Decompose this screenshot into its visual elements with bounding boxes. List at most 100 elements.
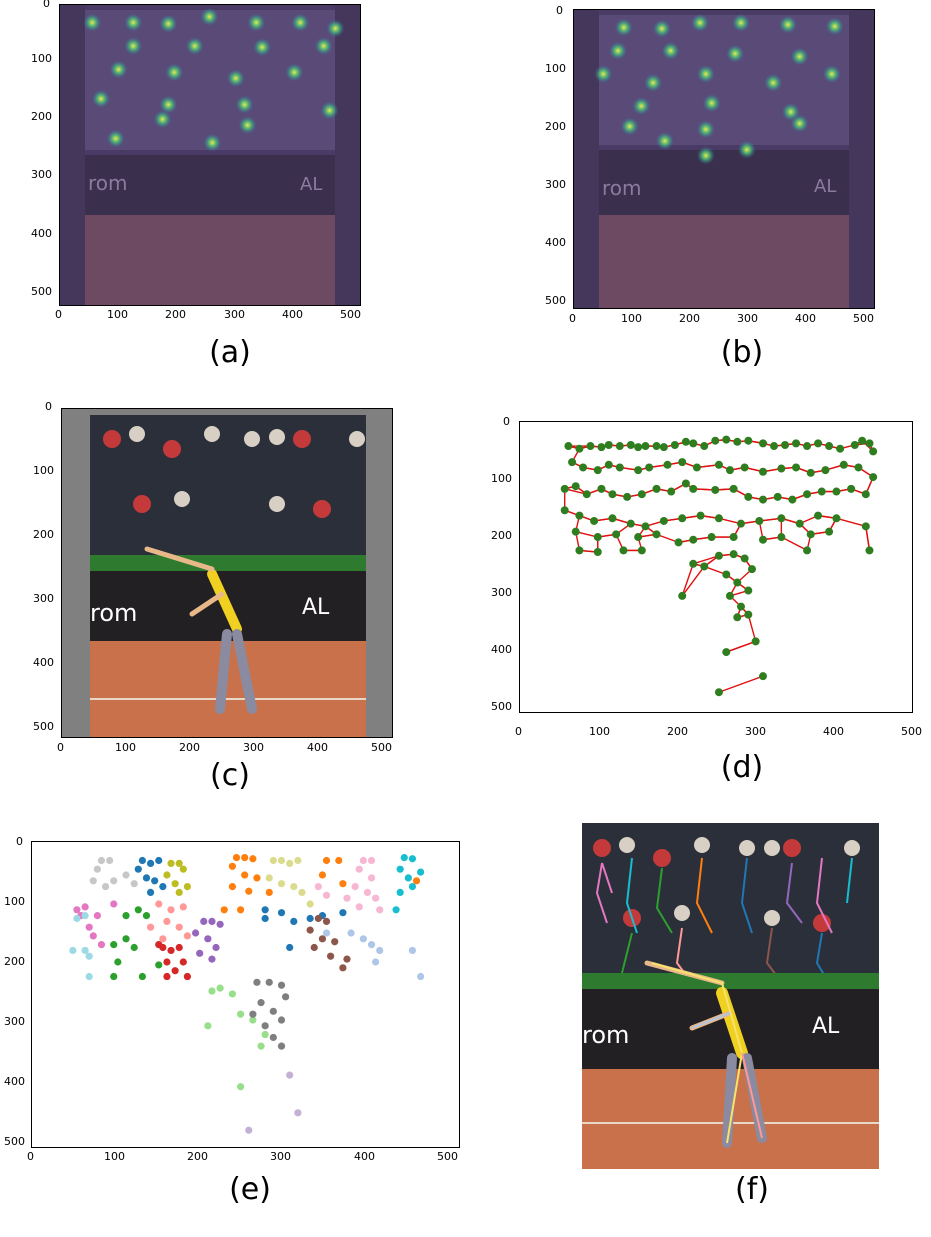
- keypoint-dot: [729, 533, 738, 542]
- panel-e-plot: [31, 841, 460, 1148]
- panel-a: rom AL 0 100 200 300 400 500 0 100 200 3…: [31, 0, 361, 370]
- cluster-point: [265, 978, 273, 986]
- cluster-point: [85, 972, 93, 981]
- cluster-point: [134, 865, 142, 873]
- cluster-point: [93, 865, 101, 873]
- cluster-point: [245, 1126, 253, 1134]
- heatmap-a-svg: rom AL: [60, 5, 360, 305]
- heat-spot: [644, 73, 663, 92]
- keypoint-dot: [604, 440, 613, 449]
- keypoint-dot: [678, 458, 687, 467]
- limb-line: [865, 526, 871, 551]
- keypoint-dot: [575, 546, 584, 555]
- keypoint-dot: [714, 514, 723, 523]
- keypoint-dot: [751, 637, 760, 646]
- keypoint-dot: [689, 535, 698, 544]
- heat-spot: [124, 37, 143, 56]
- cluster-point: [322, 917, 331, 926]
- cluster-point: [343, 955, 351, 963]
- banner-right-text: AL: [300, 174, 322, 195]
- cluster-point: [355, 865, 363, 873]
- heat-spot: [83, 13, 102, 32]
- heat-spot: [608, 41, 627, 60]
- cluster-point: [351, 883, 359, 891]
- panel-f: rom AL (f): [0, 800, 931, 1237]
- cluster-point: [122, 871, 130, 879]
- heat-spot: [825, 17, 844, 36]
- keypoint-dot: [689, 484, 698, 493]
- keypoint-dot: [571, 527, 580, 536]
- keypoint-dot: [711, 485, 720, 494]
- heat-spot: [731, 13, 750, 32]
- heat-spot: [790, 47, 809, 66]
- cluster-point: [265, 888, 273, 897]
- keypoint-dot: [759, 672, 767, 681]
- cluster-point: [417, 868, 425, 876]
- cluster-point: [208, 917, 216, 926]
- heat-spot: [696, 146, 715, 165]
- keypoint-dot: [817, 487, 826, 496]
- keypoint-dot: [593, 548, 602, 557]
- cluster-point: [228, 883, 237, 891]
- keypoint-dot: [803, 546, 812, 555]
- cluster-point: [400, 854, 408, 862]
- keypoint-dot: [564, 442, 573, 451]
- keypoint-dot: [667, 487, 676, 496]
- keypoint-dot: [733, 613, 742, 622]
- limb-line: [718, 675, 764, 693]
- cluster-point: [69, 946, 77, 955]
- keypoint-dot: [729, 550, 738, 559]
- cluster-point: [171, 880, 179, 888]
- heat-spot: [822, 65, 841, 84]
- panel-a-image: rom AL: [59, 4, 361, 306]
- keypoint-dot: [858, 436, 867, 445]
- svg-text:AL: AL: [814, 176, 836, 197]
- cluster-point: [73, 906, 81, 914]
- cluster-point: [327, 952, 335, 960]
- cluster-point: [163, 871, 171, 879]
- cluster-point: [204, 935, 212, 943]
- cluster-point: [212, 943, 220, 952]
- heat-spot: [226, 69, 245, 88]
- cluster-point: [249, 1016, 257, 1024]
- heat-spot: [326, 19, 345, 38]
- keypoint-dot: [733, 578, 742, 587]
- heat-spot: [235, 95, 254, 114]
- keypoint-dot: [645, 463, 654, 472]
- keypoint-dot: [865, 439, 874, 448]
- keypoint-dot: [692, 463, 701, 472]
- cluster-point: [322, 891, 331, 899]
- photo-f-svg: rom AL: [582, 823, 879, 1169]
- cluster-point: [245, 887, 253, 895]
- heat-spot: [203, 133, 222, 152]
- keypoint-dot: [582, 490, 591, 499]
- cluster-point: [339, 909, 347, 917]
- heat-spot: [238, 116, 257, 135]
- cluster-point: [122, 912, 130, 920]
- keypoint-dot: [861, 490, 870, 499]
- keypoint-dot: [681, 437, 690, 446]
- cluster-point: [81, 903, 89, 911]
- cluster-point: [408, 946, 417, 955]
- keypoint-dot: [854, 463, 863, 472]
- cluster-point: [290, 883, 298, 891]
- cluster-point: [306, 914, 314, 923]
- cluster-point: [208, 955, 216, 963]
- keypoint-dot: [571, 482, 580, 491]
- heat-spot: [778, 15, 797, 34]
- cluster-point: [216, 920, 224, 928]
- heat-spot: [200, 7, 219, 26]
- cluster-point: [372, 894, 380, 902]
- cluster-point: [376, 946, 384, 955]
- keypoint-dot: [641, 442, 650, 451]
- cluster-point: [73, 914, 81, 923]
- cluster-point: [81, 912, 89, 920]
- cluster-point: [277, 880, 286, 888]
- heat-spot: [253, 38, 272, 57]
- cluster-point: [372, 958, 380, 966]
- cluster-point: [155, 900, 163, 908]
- cluster-point: [85, 923, 93, 931]
- keypoint-dot: [773, 492, 782, 501]
- keypoint-dot: [803, 490, 812, 499]
- keypoint-dot: [626, 519, 635, 528]
